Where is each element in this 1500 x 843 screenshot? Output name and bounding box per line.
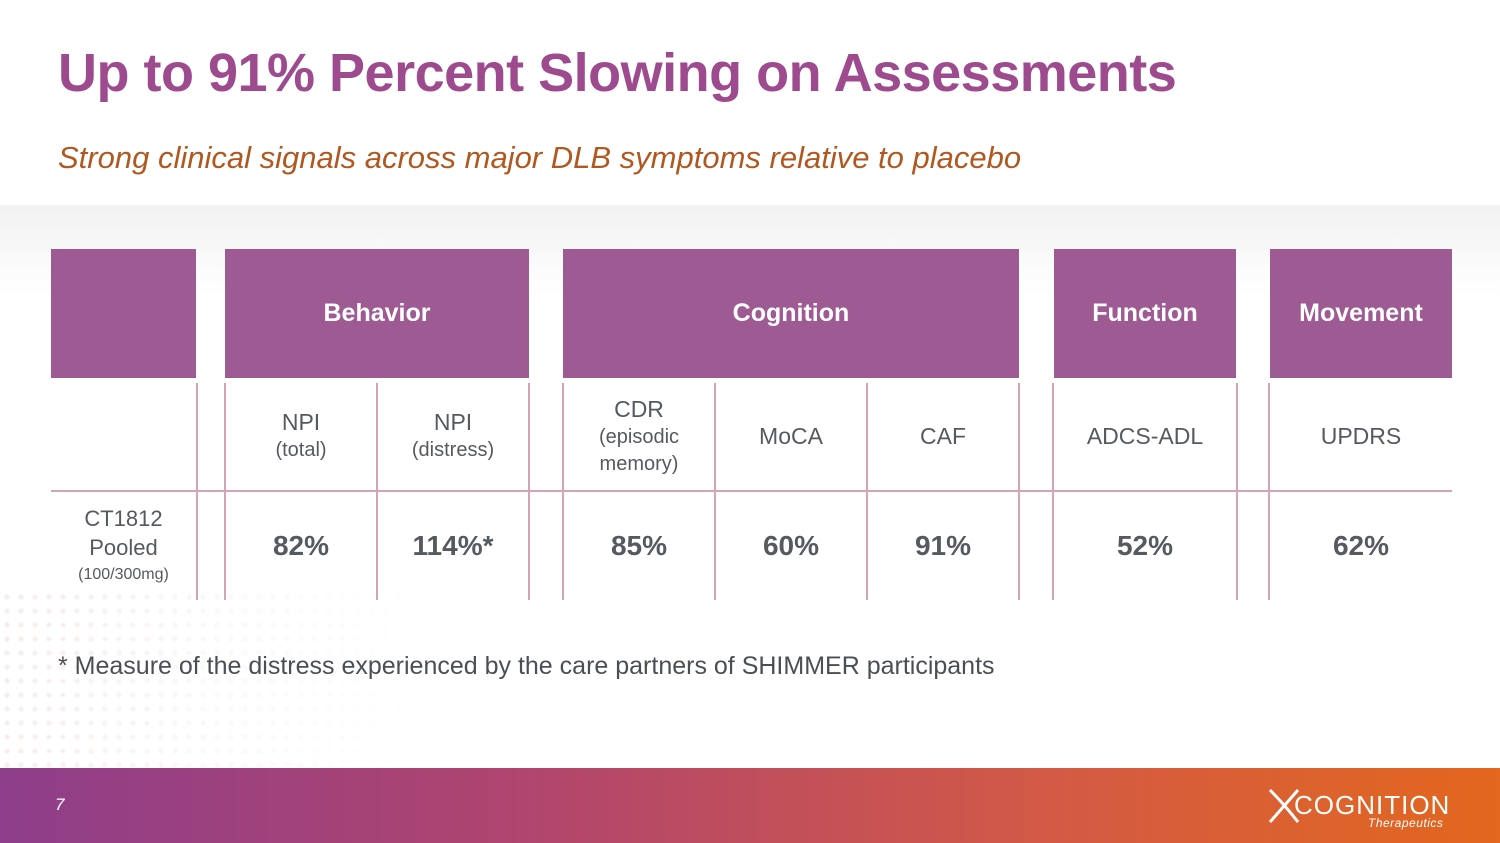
row-label-dose: (100/300mg) xyxy=(78,566,169,583)
column-divider xyxy=(1018,383,1020,600)
row-label: CT1812 Pooled (100/300mg) xyxy=(51,493,196,599)
column-divider xyxy=(562,383,564,600)
column-divider xyxy=(376,383,378,600)
value-moca: 60% xyxy=(716,493,866,599)
column-divider xyxy=(866,383,868,600)
column-divider xyxy=(1268,383,1270,600)
measure-sub: (episodic xyxy=(598,425,680,448)
header-movement: Movement xyxy=(1270,249,1452,378)
value-cdr: 85% xyxy=(564,493,714,599)
measure-name: MoCA xyxy=(759,422,823,449)
slide-title: Up to 91% Percent Slowing on Assessments xyxy=(58,43,1177,103)
header-blank xyxy=(51,249,196,378)
measure-caf: CAF xyxy=(868,383,1018,489)
measure-name: ADCS-ADL xyxy=(1086,422,1204,449)
value-caf: 91% xyxy=(868,493,1018,599)
value-text: 60% xyxy=(762,530,820,561)
header-cognition: Cognition xyxy=(563,249,1019,378)
logo-wordmark: COGNITION xyxy=(1294,790,1451,820)
value-adcs-adl: 52% xyxy=(1054,493,1236,599)
measure-name: UPDRS xyxy=(1320,422,1402,449)
column-divider xyxy=(1236,383,1238,600)
value-text: 62% xyxy=(1332,530,1390,561)
header-behavior: Behavior xyxy=(225,249,529,378)
footnote: * Measure of the distress experienced by… xyxy=(58,652,995,680)
slide-subtitle: Strong clinical signals across major DLB… xyxy=(58,140,1022,175)
logo-tagline: Therapeutics xyxy=(1368,816,1444,830)
measure-sub: memory) xyxy=(599,452,679,475)
measure-moca: MoCA xyxy=(716,383,866,489)
measure-npi-distress: NPI (distress) xyxy=(378,383,528,489)
column-divider xyxy=(224,383,226,600)
logo-x-icon xyxy=(1268,788,1300,823)
measure-adcs-adl: ADCS-ADL xyxy=(1054,383,1236,489)
value-updrs: 62% xyxy=(1270,493,1452,599)
row-label-drug: CT1812 xyxy=(84,506,163,531)
value-npi-distress: 114%* xyxy=(378,493,528,599)
column-divider xyxy=(528,383,530,600)
header-function: Function xyxy=(1054,249,1236,378)
measure-updrs: UPDRS xyxy=(1270,383,1452,489)
value-text: 114%* xyxy=(412,530,494,561)
measure-cdr: CDR (episodic memory) xyxy=(564,383,714,489)
measure-sub: (distress) xyxy=(411,439,495,461)
row-label-pooled: Pooled xyxy=(89,535,158,560)
measure-name: NPI xyxy=(281,409,321,435)
value-text: 85% xyxy=(610,530,668,561)
page-number: 7 xyxy=(55,795,65,814)
column-divider xyxy=(714,383,716,600)
table-row-divider xyxy=(51,490,1452,492)
value-text: 52% xyxy=(1116,530,1174,561)
measure-name: CDR xyxy=(614,395,664,422)
value-npi-total: 82% xyxy=(226,493,376,599)
value-text: 82% xyxy=(272,530,330,561)
measure-sub: (total) xyxy=(275,439,327,461)
column-divider xyxy=(196,383,198,600)
dot-pattern-decoration xyxy=(0,590,520,770)
footer-bar xyxy=(0,768,1500,843)
value-text: 91% xyxy=(914,530,972,561)
column-divider xyxy=(1052,383,1054,600)
measure-npi-total: NPI (total) xyxy=(226,383,376,489)
measure-name: CAF xyxy=(920,422,966,449)
company-logo: COGNITION Therapeutics xyxy=(1268,786,1458,832)
measure-name: NPI xyxy=(433,409,473,435)
